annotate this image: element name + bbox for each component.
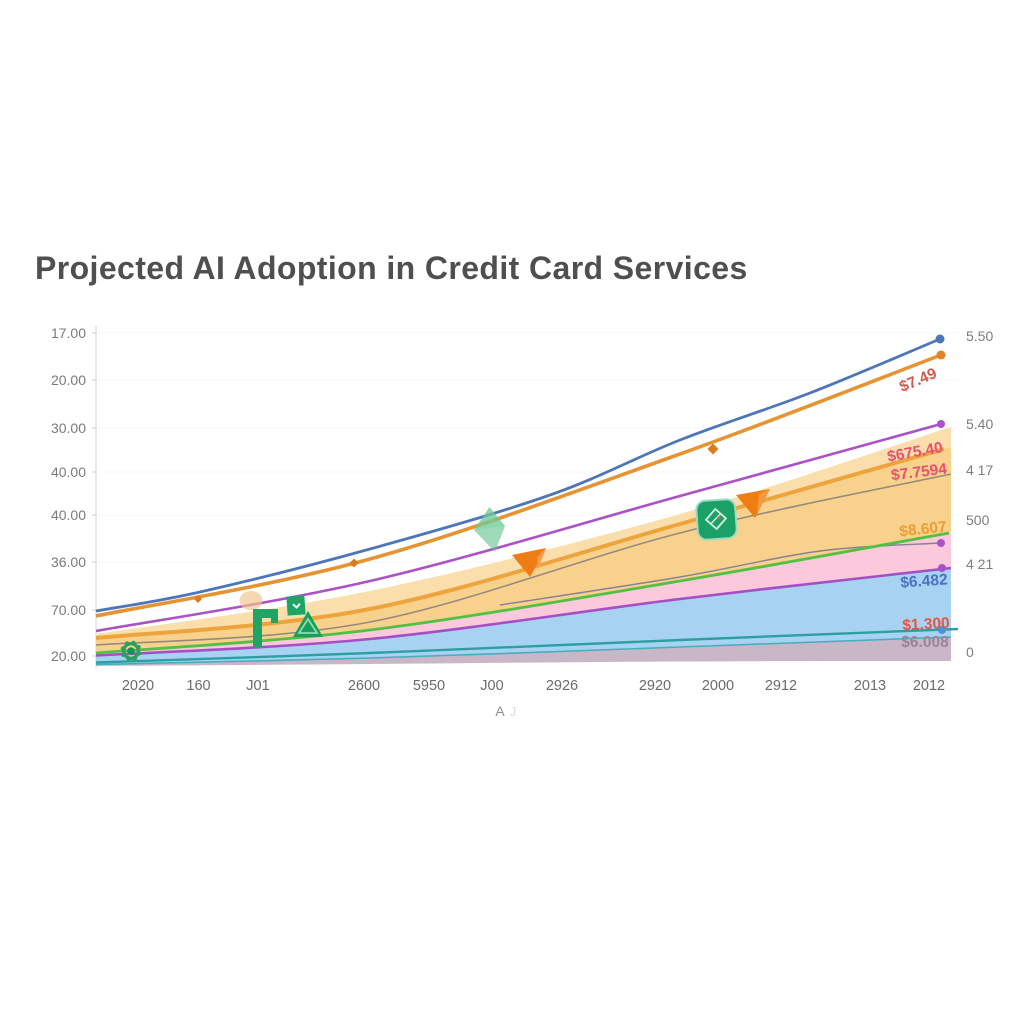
svg-text:2020: 2020: [122, 678, 154, 694]
svg-text:20.00: 20.00: [51, 648, 86, 664]
svg-text:5.40: 5.40: [966, 416, 993, 432]
svg-text:5950: 5950: [413, 678, 445, 694]
svg-text:J01: J01: [246, 678, 269, 694]
svg-text:$6.008: $6.008: [901, 634, 949, 651]
svg-text:0: 0: [966, 644, 974, 660]
svg-text:70.00: 70.00: [51, 602, 86, 618]
svg-text:17.00: 17.00: [51, 325, 86, 341]
svg-text:2012: 2012: [913, 678, 945, 694]
svg-text:40.00: 40.00: [51, 464, 86, 480]
svg-text:$1.300: $1.300: [902, 615, 950, 634]
svg-text:4 17: 4 17: [966, 462, 993, 478]
svg-text:2000: 2000: [702, 678, 734, 694]
svg-text:500: 500: [966, 512, 990, 528]
svg-text:J: J: [510, 704, 517, 719]
svg-text:5.50: 5.50: [966, 328, 993, 344]
svg-text:$6.482: $6.482: [900, 571, 948, 591]
svg-text:2926: 2926: [546, 678, 578, 694]
svg-text:2912: 2912: [765, 678, 797, 694]
svg-text:J00: J00: [480, 678, 503, 694]
svg-text:30.00: 30.00: [51, 420, 86, 436]
svg-text:2600: 2600: [348, 678, 380, 694]
svg-text:40.00: 40.00: [51, 507, 86, 523]
svg-text:$7.7594: $7.7594: [890, 461, 948, 485]
svg-text:160: 160: [186, 678, 210, 694]
svg-text:A: A: [495, 703, 505, 719]
svg-text:2920: 2920: [639, 678, 671, 694]
svg-text:20.00: 20.00: [51, 372, 86, 388]
svg-text:$8.607: $8.607: [899, 519, 948, 541]
svg-text:2013: 2013: [854, 678, 886, 694]
svg-text:4 21: 4 21: [966, 556, 993, 572]
svg-text:36.00: 36.00: [51, 554, 86, 570]
